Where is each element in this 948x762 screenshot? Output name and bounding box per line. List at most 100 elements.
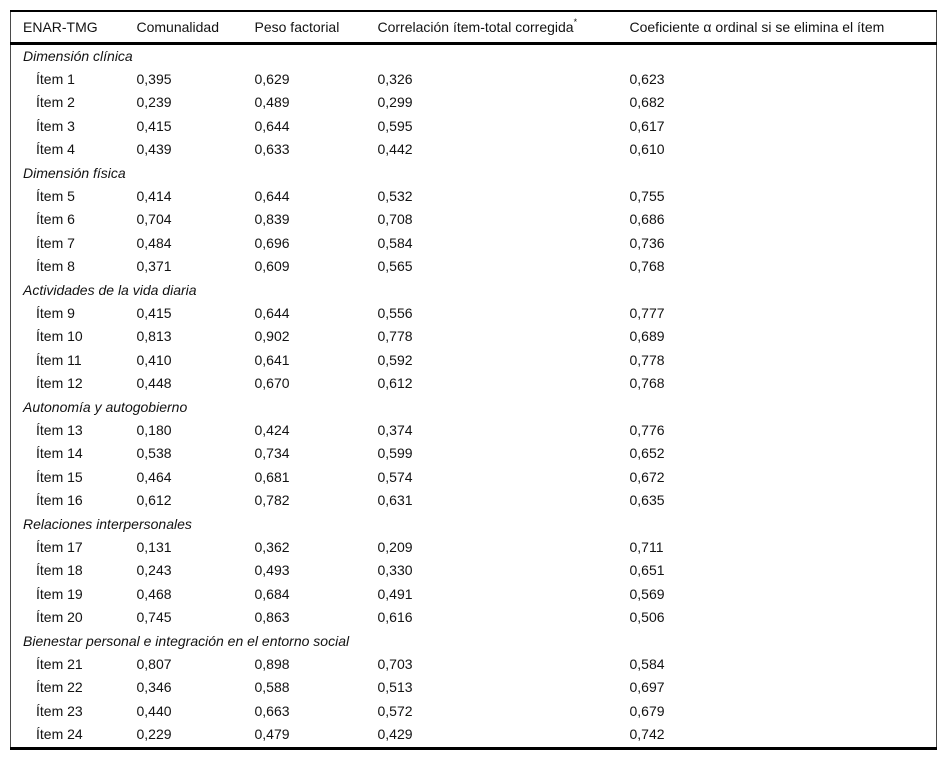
comunalidad-value: 0,468 [136,585,172,602]
item-label: Ítem 12 [36,375,83,392]
item-label: Ítem 8 [36,258,75,275]
correlacion-value: 0,491 [377,585,413,602]
comunalidad-value: 0,180 [136,422,172,438]
table-row: Ítem 10 0,813 0,902 0,778 0,689 [11,325,937,348]
item-label: Ítem 18 [36,562,83,579]
alfa-ordinal-value: 0,768 [629,375,665,392]
correlacion-value: 0,584 [377,234,413,251]
comunalidad-value: 0,439 [136,141,172,158]
correlacion-value: 0,616 [377,609,413,626]
item-label: Ítem 5 [36,187,75,204]
section-label: Bienestar personal e integración en el e… [23,632,350,649]
comunalidad-value: 0,243 [136,562,172,579]
correlacion-value: 0,631 [377,492,413,509]
col-header-enar-tmg: ENAR-TMG [10,11,137,45]
correlacion-value: 0,442 [377,141,413,158]
section-row: Bienestar personal e integración en el e… [11,630,937,653]
item-label: Ítem 2 [36,94,75,111]
footnote-asterisk: * [573,17,578,28]
table-row: Ítem 15 0,464 0,681 0,574 0,672 [11,466,937,489]
section-label: Autonomía y autogobierno [23,398,188,415]
comunalidad-value: 0,538 [136,445,172,462]
item-label: Ítem 6 [36,211,75,228]
alfa-ordinal-value: 0,635 [629,492,665,509]
comunalidad-value: 0,813 [136,328,172,345]
alfa-ordinal-value: 0,777 [629,304,665,321]
comunalidad-value: 0,440 [136,702,172,719]
col-header-peso-factorial: Peso factorial [254,11,378,45]
correlacion-value: 0,574 [377,468,413,485]
peso-factorial-value: 0,670 [254,375,290,392]
alfa-ordinal-value: 0,679 [629,702,665,719]
item-label: Ítem 24 [36,726,83,743]
comunalidad-value: 0,371 [136,258,172,275]
alfa-ordinal-value: 0,651 [629,562,665,579]
table-row: Ítem 24 0,229 0,479 0,429 0,742 [11,723,937,748]
correlacion-value: 0,595 [377,117,413,134]
correlacion-value: 0,374 [377,422,413,438]
comunalidad-value: 0,229 [136,726,172,743]
alfa-ordinal-value: 0,569 [629,585,665,602]
alfa-ordinal-value: 0,736 [629,234,665,251]
table-row: Ítem 12 0,448 0,670 0,612 0,768 [11,372,937,395]
peso-factorial-value: 0,734 [254,445,290,462]
alfa-ordinal-value: 0,686 [629,211,665,228]
correlacion-value: 0,429 [377,726,413,743]
section-row: Actividades de la vida diaria [11,279,937,302]
correlacion-value: 0,592 [377,351,413,368]
alfa-ordinal-value: 0,778 [629,351,665,368]
section-label: Dimensión física [23,164,126,181]
item-label: Ítem 16 [36,492,83,509]
table-row: Ítem 8 0,371 0,609 0,565 0,768 [11,255,937,278]
item-label: Ítem 7 [36,234,75,251]
table-row: Ítem 11 0,410 0,641 0,592 0,778 [11,349,937,372]
peso-factorial-value: 0,663 [254,702,290,719]
peso-factorial-value: 0,782 [254,492,290,509]
item-label: Ítem 13 [36,422,83,438]
table-row: Ítem 1 0,395 0,629 0,326 0,623 [11,68,937,91]
item-label: Ítem 15 [36,468,83,485]
peso-factorial-value: 0,362 [254,539,290,556]
correlacion-value: 0,330 [377,562,413,579]
item-label: Ítem 21 [36,656,83,673]
correlacion-value: 0,299 [377,94,413,111]
peso-factorial-value: 0,644 [254,117,290,134]
comunalidad-value: 0,464 [136,468,172,485]
alfa-ordinal-value: 0,610 [629,141,665,158]
correlacion-value: 0,778 [377,328,413,345]
alfa-ordinal-value: 0,623 [629,70,665,87]
comunalidad-value: 0,395 [136,70,172,87]
table-row: Ítem 22 0,346 0,588 0,513 0,697 [11,676,937,699]
correlacion-value: 0,708 [377,211,413,228]
table-row: Ítem 3 0,415 0,644 0,595 0,617 [11,115,937,138]
alfa-ordinal-value: 0,697 [629,679,665,696]
table-row: Ítem 13 0,180 0,424 0,374 0,776 [11,419,937,442]
correlacion-value: 0,572 [377,702,413,719]
table-body: Dimensión clínica Ítem 1 0,395 0,629 0,3… [11,43,937,748]
comunalidad-value: 0,415 [136,304,172,321]
reliability-table: ENAR-TMG Comunalidad Peso factorial Corr… [10,10,937,750]
alfa-ordinal-value: 0,689 [629,328,665,345]
header-row: ENAR-TMG Comunalidad Peso factorial Corr… [10,11,937,45]
col-header-correlacion-label: Correlación ítem-total corregida [377,18,574,35]
peso-factorial-value: 0,629 [254,70,290,87]
comunalidad-value: 0,410 [136,351,172,368]
peso-factorial-value: 0,644 [254,187,290,204]
comunalidad-value: 0,415 [136,117,172,134]
col-header-alfa-ordinal: Coeficiente α ordinal si se elimina el í… [629,11,937,45]
peso-factorial-value: 0,424 [254,422,290,438]
comunalidad-value: 0,612 [136,492,172,509]
peso-factorial-value: 0,588 [254,679,290,696]
table-row: Ítem 20 0,745 0,863 0,616 0,506 [11,606,937,629]
section-label: Dimensión clínica [23,47,133,64]
item-label: Ítem 22 [36,679,83,696]
table-row: Ítem 7 0,484 0,696 0,584 0,736 [11,232,937,255]
item-label: Ítem 3 [36,117,75,134]
peso-factorial-value: 0,902 [254,328,290,345]
table-row: Ítem 9 0,415 0,644 0,556 0,777 [11,302,937,325]
alfa-ordinal-value: 0,672 [629,468,665,485]
table-row: Ítem 6 0,704 0,839 0,708 0,686 [11,208,937,231]
table-row: Ítem 16 0,612 0,782 0,631 0,635 [11,489,937,512]
item-label: Ítem 4 [36,141,75,158]
